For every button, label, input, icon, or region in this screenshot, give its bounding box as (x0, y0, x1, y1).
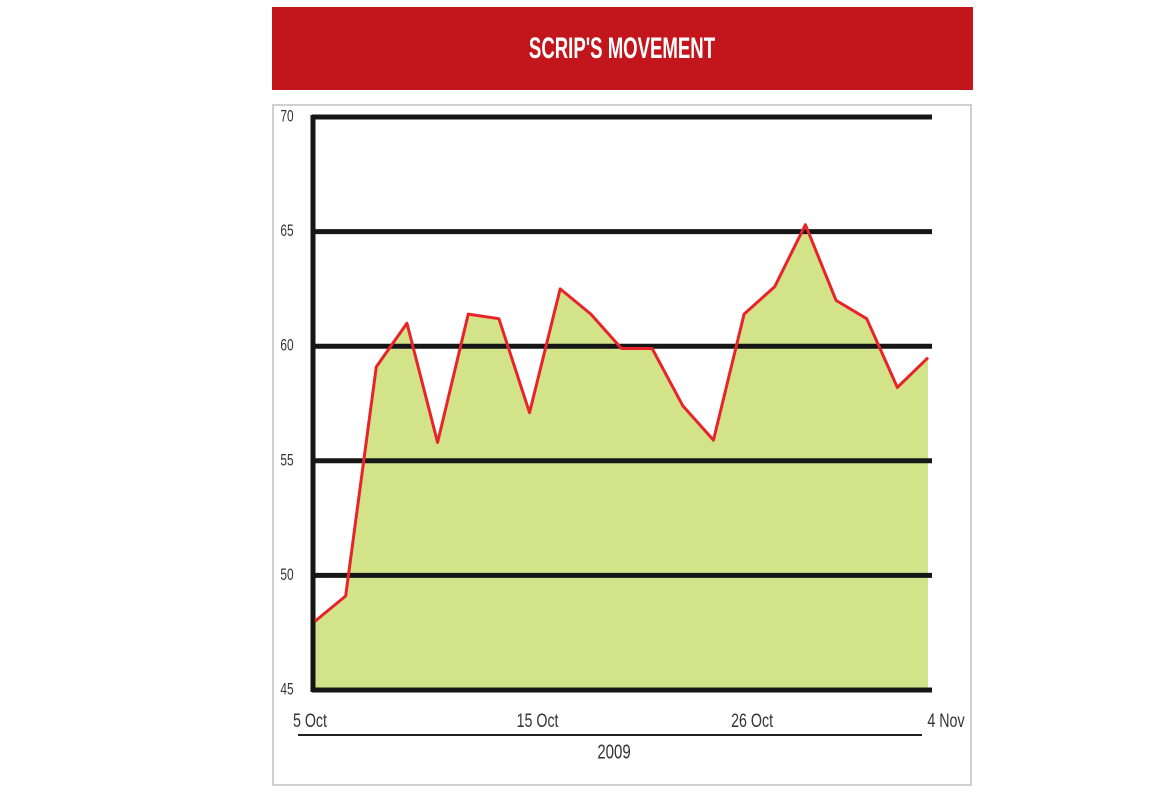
y-tick-label: 50 (280, 566, 293, 585)
chart-title: SCRIP'S MOVEMENT (529, 31, 715, 65)
area (315, 224, 928, 690)
x-tick-label: 5 Oct (293, 710, 327, 731)
chart-frame (272, 104, 972, 786)
x-axis-label: 2009 (597, 740, 630, 763)
y-tick-label: 65 (280, 222, 293, 241)
line (314, 223, 930, 623)
y-tick-label: 70 (280, 108, 293, 127)
y-tick-label: 60 (280, 337, 293, 356)
title-banner (272, 7, 973, 90)
x-tick-label: 15 Oct (517, 710, 559, 731)
x-tick-label: 4 Nov (927, 710, 965, 731)
y-tick-label: 55 (280, 451, 293, 470)
x-tick-label: 26 Oct (731, 710, 773, 731)
y-tick-label: 45 (280, 681, 293, 700)
